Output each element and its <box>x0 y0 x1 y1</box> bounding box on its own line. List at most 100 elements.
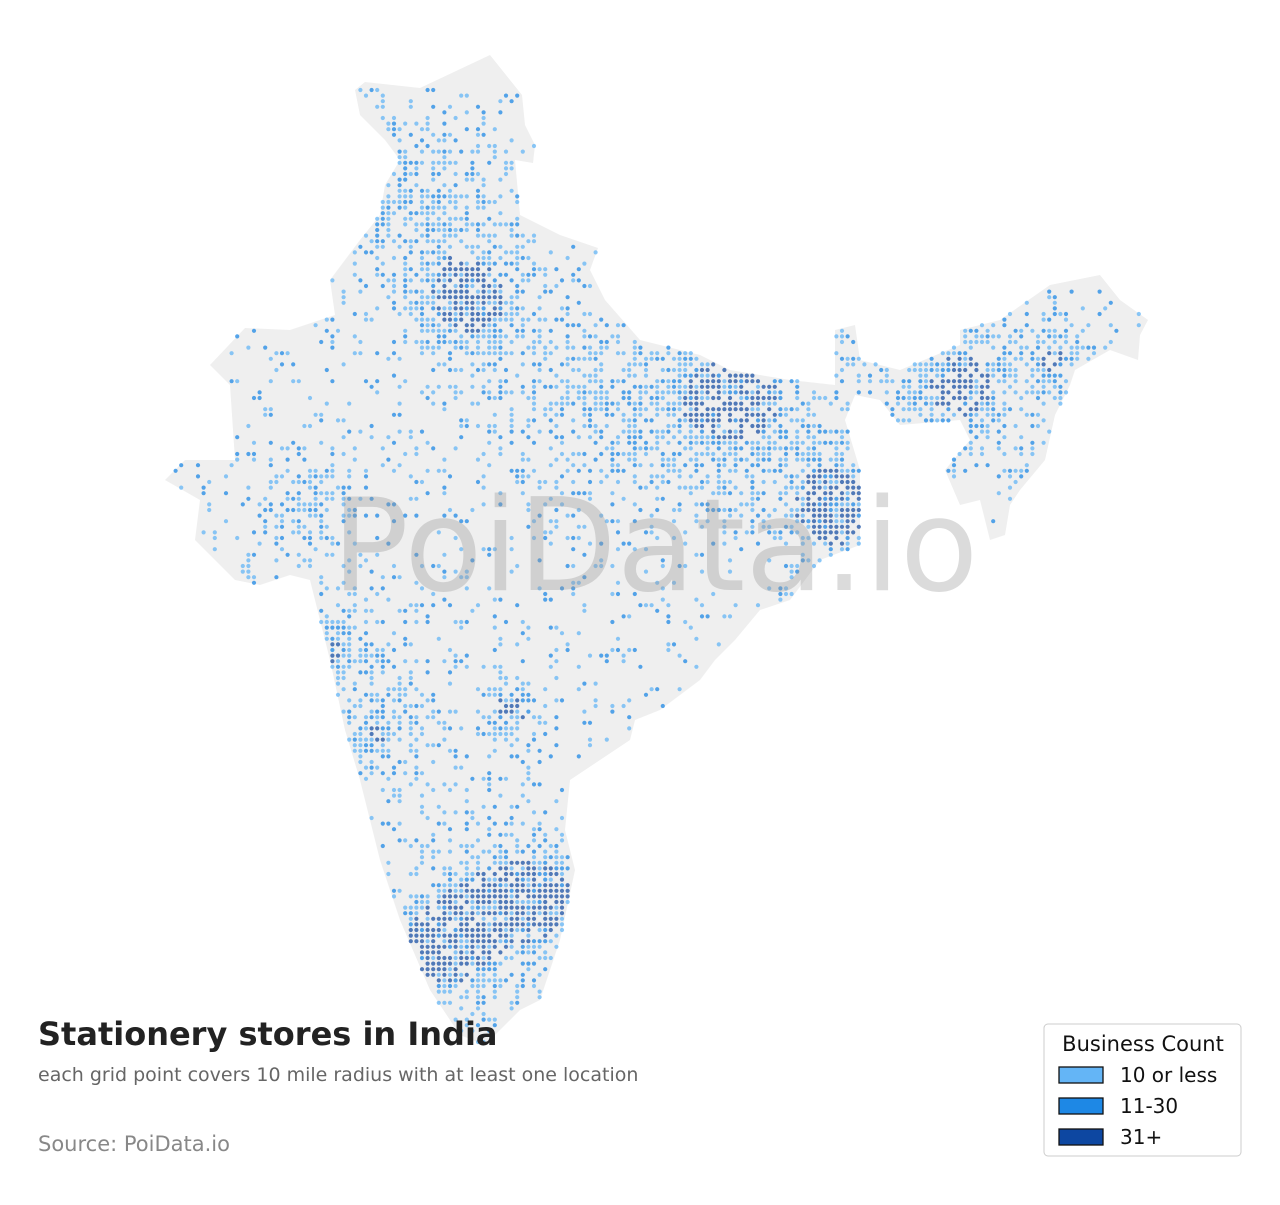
grid-point <box>576 491 581 496</box>
grid-point <box>531 267 537 272</box>
grid-point <box>503 250 509 255</box>
grid-point <box>470 983 475 989</box>
grid-point <box>587 468 593 473</box>
grid-point <box>263 496 268 501</box>
grid-point <box>733 379 738 384</box>
grid-point <box>335 653 341 658</box>
grid-point <box>722 519 727 524</box>
grid-point <box>223 491 229 496</box>
grid-point <box>498 283 503 289</box>
grid-point <box>565 642 570 647</box>
grid-point <box>789 440 794 445</box>
grid-point <box>352 334 357 339</box>
grid-point <box>414 737 419 742</box>
grid-point <box>671 519 677 524</box>
grid-point <box>649 384 654 389</box>
grid-point <box>408 922 413 927</box>
grid-point <box>358 748 363 753</box>
grid-point <box>946 379 951 384</box>
grid-point <box>487 345 492 350</box>
grid-point <box>615 451 621 457</box>
grid-point <box>767 530 772 535</box>
grid-point <box>666 401 671 406</box>
grid-point <box>733 440 738 445</box>
grid-point <box>727 435 733 440</box>
grid-point <box>509 138 514 143</box>
grid-point <box>587 423 593 429</box>
grid-point <box>951 345 957 350</box>
grid-point <box>481 255 486 261</box>
grid-point <box>487 317 492 322</box>
grid-point <box>313 474 318 479</box>
grid-point <box>425 491 430 496</box>
grid-point <box>537 827 542 832</box>
grid-point <box>487 787 492 793</box>
grid-point <box>442 552 447 557</box>
grid-point <box>1075 334 1080 339</box>
grid-point <box>890 379 895 384</box>
grid-point <box>464 933 469 938</box>
grid-point <box>487 379 492 384</box>
grid-point <box>699 384 705 389</box>
grid-point <box>548 888 553 893</box>
grid-point <box>627 362 632 367</box>
grid-point <box>834 334 839 339</box>
grid-point <box>683 435 688 440</box>
grid-point <box>408 160 413 165</box>
grid-point <box>940 362 945 367</box>
grid-point <box>397 149 402 154</box>
grid-point <box>526 692 531 697</box>
grid-point <box>856 373 861 378</box>
grid-point <box>722 491 727 496</box>
grid-point <box>475 961 481 966</box>
grid-point <box>520 457 525 462</box>
grid-point <box>699 379 705 384</box>
grid-point <box>979 384 985 389</box>
grid-point <box>1035 423 1041 429</box>
grid-point <box>587 351 593 356</box>
grid-point <box>806 457 811 462</box>
grid-point <box>363 647 369 653</box>
grid-point <box>498 877 503 882</box>
grid-point <box>1019 328 1024 333</box>
grid-point <box>1091 345 1097 350</box>
grid-point <box>744 457 749 462</box>
grid-point <box>778 468 783 473</box>
grid-point <box>1002 407 1007 412</box>
grid-point <box>503 899 509 905</box>
grid-point <box>531 944 537 949</box>
grid-point <box>559 586 565 591</box>
grid-point <box>565 899 570 905</box>
grid-point <box>627 390 632 395</box>
grid-point <box>498 961 503 966</box>
grid-point <box>414 513 419 518</box>
grid-point <box>806 435 811 440</box>
grid-point <box>498 289 503 294</box>
grid-point <box>918 379 923 384</box>
grid-point <box>470 905 475 910</box>
grid-point <box>330 491 335 496</box>
grid-point <box>431 939 436 944</box>
grid-point <box>649 401 654 406</box>
grid-point <box>391 631 397 636</box>
grid-point <box>324 507 329 513</box>
grid-point <box>526 474 531 479</box>
grid-point <box>554 855 559 860</box>
grid-point <box>475 149 481 154</box>
grid-point <box>968 451 973 457</box>
grid-point <box>677 502 682 507</box>
grid-point <box>459 927 464 933</box>
grid-point <box>380 843 385 849</box>
grid-point <box>627 541 632 546</box>
grid-point <box>470 351 475 356</box>
grid-point <box>727 401 733 406</box>
grid-point <box>649 463 654 468</box>
grid-point <box>722 463 727 468</box>
grid-point <box>464 849 469 854</box>
grid-point <box>649 603 654 608</box>
grid-point <box>363 748 369 753</box>
grid-point <box>716 373 721 378</box>
grid-point <box>699 614 705 619</box>
grid-point <box>688 384 693 389</box>
grid-point <box>419 233 425 238</box>
